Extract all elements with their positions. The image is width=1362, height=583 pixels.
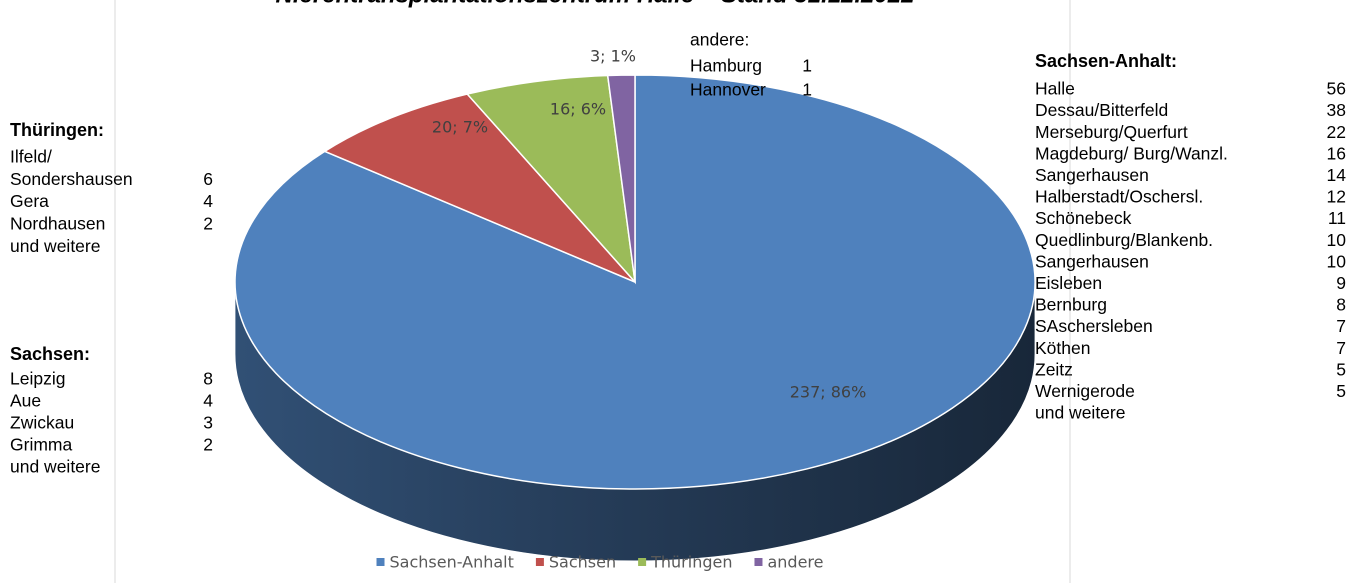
pie-slice [465,74,637,285]
panel-row-name: Wernigerode [1035,381,1135,401]
chart-title: Nierentransplantationszentrum Halle – St… [276,0,916,8]
panel-row-count: 3 [203,413,213,433]
panel-row-name: Dessau/Bitterfeld [1035,100,1168,120]
panel-row-count: 16 [1327,143,1346,163]
panel-row-name: Schönebeck [1035,208,1132,228]
panel-row-name: Aue [10,391,41,411]
panel-row-name: Zeitz [1035,359,1073,379]
panel-row-count: 10 [1327,251,1347,271]
plot-frame [114,0,1071,583]
panel-row-name: Bernburg [1035,295,1107,315]
pie-slice [323,93,636,283]
panel-row-count: 22 [1327,122,1346,142]
panel-row-count: 4 [203,391,213,411]
panel-row-count: 5 [1336,381,1346,401]
legend-swatch [535,558,544,566]
panel-row-count: 10 [1327,230,1347,250]
panel-heading: Sachsen-Anhalt: [1035,51,1177,71]
panel-heading: Thüringen: [10,120,104,140]
panel-row-name: Halberstadt/Oschersl. [1035,187,1203,207]
panel-row-name: Merseburg/Querfurt [1035,122,1188,142]
panel-row-count: 1 [802,56,812,76]
data-label: 237; 86% [790,383,867,402]
panel-row-count: 2 [203,435,213,455]
panel-row-name: und weitere [10,457,100,477]
panel-row-name: Eisleben [1035,273,1102,293]
panel-row-name: und weitere [10,236,100,256]
panel-row-name: Sangerhausen [1035,165,1149,185]
panel-row-name: Hamburg [690,56,762,76]
data-label: 16; 6% [550,100,606,119]
panel-row-count: 8 [203,369,213,389]
panel-row-count: 11 [1328,208,1346,228]
panel-row-count: 56 [1327,79,1346,99]
legend-label: Thüringen [650,553,732,572]
panel-row-name: Halle [1035,79,1075,99]
panel-row-count: 1 [802,80,812,100]
panel-row-count: 4 [203,191,213,211]
panel-row-name: Quedlinburg/Blankenb. [1035,230,1213,250]
panel-heading: andere: [690,30,749,50]
panel-row-count: 12 [1327,187,1346,207]
panel-row-count: 6 [203,169,213,189]
data-label: 20; 7% [432,118,488,137]
panel-heading: Sachsen: [10,344,90,364]
panel-row-name: Ilfeld/ [10,147,52,167]
legend-label: andere [767,553,823,572]
legend-label: Sachsen [549,553,616,572]
pie-slice [606,74,636,283]
panel-row-name: Zwickau [10,413,74,433]
panel-row-name: Gera [10,191,49,211]
panel-row-count: 7 [1336,316,1346,336]
legend-swatch [754,558,763,566]
panel-row-name: Köthen [1035,338,1090,358]
legend-swatch [376,558,385,566]
panel-row-count: 2 [203,214,213,234]
panel-row-count: 5 [1336,359,1346,379]
panel-row-name: Leipzig [10,369,65,389]
panel-row-count: 8 [1336,295,1346,315]
legend-swatch [638,558,647,566]
panel-row-name: Grimma [10,435,72,455]
panel-row-name: Sangerhausen [1035,251,1149,271]
panel-row-name: Hannover [690,80,766,100]
data-label: 3; 1% [590,47,636,66]
panel-row-name: Magdeburg/ Burg/Wanzl. [1035,143,1228,163]
panel-row-name: Nordhausen [10,214,105,234]
panel-row-count: 38 [1327,100,1346,120]
panel-row-name: SAschersleben [1035,316,1153,336]
panel-row-name: Sondershausen [10,169,133,189]
panel-row-count: 9 [1336,273,1346,293]
panel-row-count: 14 [1327,165,1347,185]
panel-row-count: 7 [1336,338,1346,358]
panel-row-name: und weitere [1035,403,1125,423]
legend-label: Sachsen-Anhalt [390,553,514,572]
legend: Sachsen-Anhalt Sachsen Thüringen andere [376,553,823,572]
